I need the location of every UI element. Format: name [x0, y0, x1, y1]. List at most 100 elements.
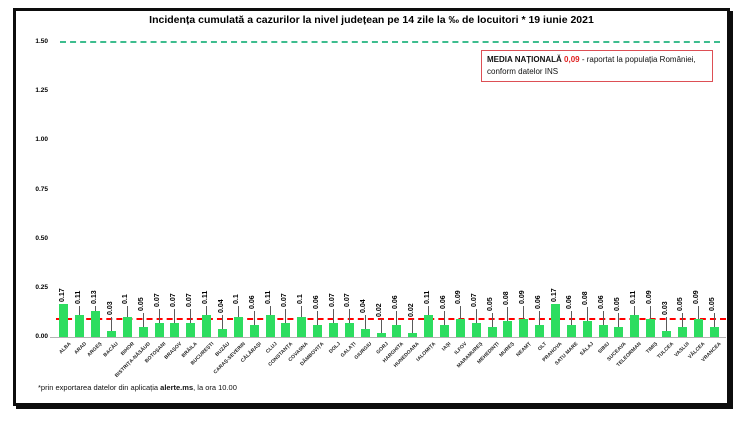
bar-value-label: 0.11 — [201, 290, 209, 304]
bar — [376, 333, 386, 337]
bar-value-label: 0.03 — [106, 301, 114, 316]
x-axis-label: SIBIU — [597, 341, 612, 356]
x-axis-label: ARGEȘ — [86, 341, 104, 359]
bar-value-label: 0.05 — [487, 297, 495, 312]
bar-value-label: 0.06 — [439, 295, 447, 310]
bar-value-label: 0.08 — [582, 291, 590, 306]
annotation-text: - raportat la populația României, confor… — [487, 55, 696, 76]
bar — [313, 325, 323, 337]
bar — [709, 327, 719, 337]
bar — [392, 325, 402, 337]
bar-leader-line — [348, 309, 350, 324]
bar — [582, 321, 592, 337]
y-axis-tick-label: 1.50 — [35, 38, 48, 45]
x-axis-line — [50, 337, 726, 338]
bar — [503, 321, 513, 337]
bar-leader-line — [396, 311, 398, 326]
bar-leader-line — [444, 311, 445, 326]
bar-value-label: 0.03 — [661, 301, 669, 316]
bar-value-label: 0.06 — [312, 295, 320, 310]
bar-leader-line — [570, 311, 572, 326]
bar-leader-line — [301, 306, 303, 318]
x-axis-label: OLT — [536, 341, 548, 353]
bar-leader-line — [269, 306, 271, 316]
annotation-value: 0,09 — [564, 55, 580, 64]
x-axis-label: MUREȘ — [498, 341, 517, 359]
bar — [455, 319, 465, 337]
bar-value-label: 0.02 — [407, 303, 415, 318]
bar-leader-line — [586, 307, 588, 322]
bar — [170, 323, 180, 337]
x-axis-label: TIMIȘ — [644, 341, 659, 356]
bar — [107, 331, 116, 337]
bar — [75, 315, 85, 337]
bar-leader-line — [206, 306, 208, 316]
bar-value-label: 0.11 — [74, 290, 82, 304]
bar — [630, 315, 640, 337]
footnote: *prin exportarea datelor din aplicația a… — [38, 383, 237, 392]
bar-leader-line — [523, 306, 525, 320]
bar — [519, 319, 529, 337]
bar-leader-line — [412, 319, 414, 334]
bar — [265, 315, 275, 337]
footnote-bold: alerte.ms — [160, 383, 194, 392]
bar-value-label: 0.02 — [376, 303, 384, 318]
bar — [598, 325, 608, 337]
bar — [662, 331, 671, 337]
bar-value-label: 0.07 — [154, 293, 162, 308]
bar-leader-line — [285, 309, 287, 324]
bar-value-label: 0.07 — [280, 293, 288, 308]
bar-value-label: 0.1 — [296, 294, 304, 304]
bar-leader-line — [507, 307, 509, 322]
bar — [693, 319, 703, 337]
bar-leader-line — [475, 309, 477, 324]
bar-value-label: 0.06 — [249, 295, 257, 310]
bar-value-label: 0.09 — [518, 290, 526, 304]
bar-value-label: 0.09 — [693, 290, 701, 304]
national-average-box: MEDIA NAȚIONALĂ 0,09 - raportat la popul… — [481, 50, 713, 82]
bar-leader-line — [190, 309, 192, 324]
bar — [344, 323, 354, 337]
bar-leader-line — [634, 306, 636, 316]
bar-leader-line — [79, 306, 81, 316]
bar-value-label: 0.06 — [598, 295, 606, 310]
bar-leader-line — [158, 309, 160, 324]
bar-leader-line — [95, 306, 97, 312]
bar — [551, 303, 560, 337]
bar — [408, 333, 418, 337]
y-axis-tick-label: 0.00 — [35, 333, 48, 340]
y-axis-tick-label: 1.25 — [35, 87, 48, 95]
bar-value-label: 0.05 — [677, 297, 685, 312]
bar-leader-line — [491, 313, 493, 328]
bar-leader-line — [317, 311, 319, 326]
bar-value-label: 0.17 — [550, 287, 558, 302]
bar — [677, 327, 687, 337]
x-axis-label: ALBA — [57, 341, 73, 356]
bar-leader-line — [602, 311, 604, 326]
bar — [566, 325, 576, 337]
bar — [440, 325, 449, 337]
bar-leader-line — [697, 306, 699, 320]
bar-value-label: 0.06 — [391, 295, 399, 310]
x-axis-label: SĂLAJ — [579, 341, 596, 358]
bar — [360, 329, 370, 337]
bar-leader-line — [364, 315, 366, 330]
bar — [138, 327, 148, 337]
bar-value-label: 0.06 — [566, 295, 574, 310]
bar-value-label: 0.05 — [709, 297, 717, 312]
bar-value-label: 0.04 — [360, 299, 368, 314]
bar — [59, 303, 69, 337]
bar — [154, 323, 164, 337]
y-axis-tick-label: 0.50 — [35, 234, 48, 242]
bar — [281, 323, 291, 337]
bar-value-label: 0.09 — [455, 290, 463, 304]
bar-leader-line — [142, 313, 144, 328]
x-axis-label: IAȘI — [441, 341, 453, 353]
annotation-label: MEDIA NAȚIONALĂ — [487, 55, 562, 64]
bar — [122, 317, 132, 337]
bar — [471, 323, 481, 337]
bar-leader-line — [253, 311, 255, 326]
bar-leader-line — [237, 306, 239, 318]
